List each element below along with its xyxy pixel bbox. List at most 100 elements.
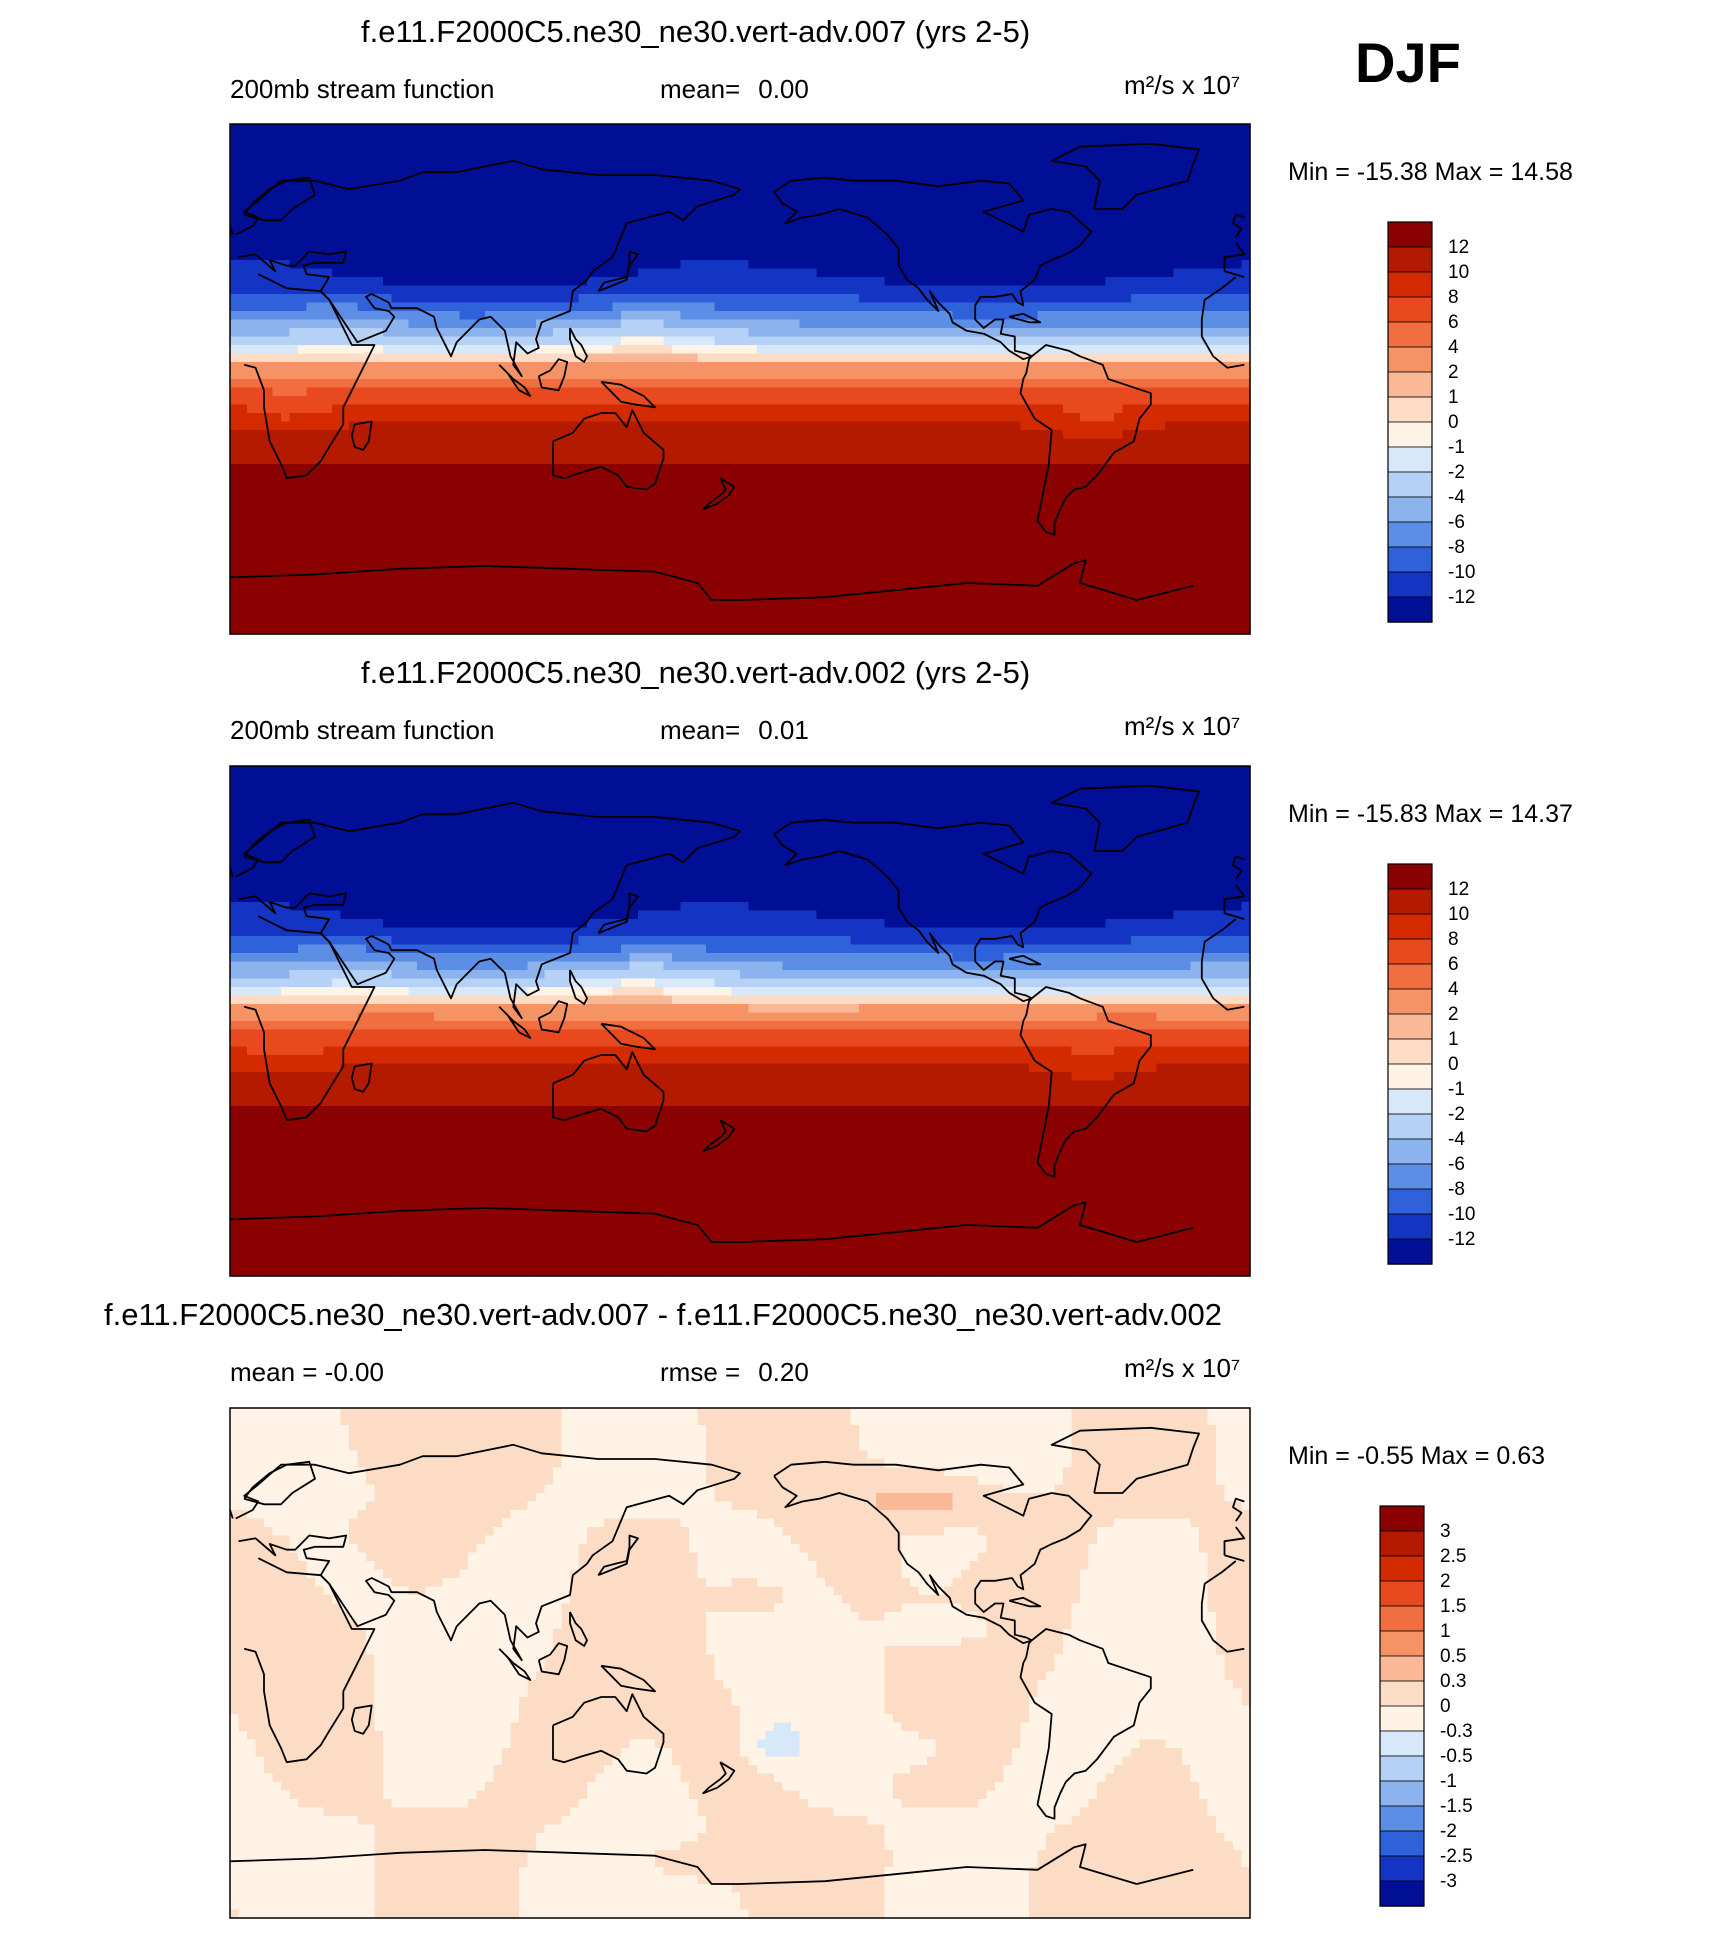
field-cell [1063, 404, 1073, 414]
field-cell [391, 166, 401, 176]
field-cell [1080, 311, 1090, 321]
field-cell [680, 132, 690, 142]
field-cell [1088, 226, 1098, 236]
field-cell [638, 175, 648, 185]
field-cell [1114, 362, 1124, 372]
field-cell [1003, 209, 1013, 219]
field-cell [765, 413, 775, 423]
field-cell [255, 319, 265, 329]
field-cell [638, 387, 648, 397]
field-cell [230, 141, 240, 151]
field-cell [510, 404, 520, 414]
field-cell [731, 455, 741, 465]
field-cell [425, 192, 435, 202]
field-cell [1156, 285, 1166, 295]
field-cell [1165, 209, 1175, 219]
field-cell [995, 260, 1005, 270]
field-cell [629, 183, 639, 193]
field-cell [400, 311, 410, 321]
field-cell [944, 268, 954, 278]
field-cell [1224, 226, 1234, 236]
field-cell [408, 319, 418, 329]
field-cell [969, 396, 979, 406]
field-cell [1037, 438, 1047, 448]
field-cell [272, 226, 282, 236]
field-cell [527, 124, 537, 134]
field-cell [901, 353, 911, 363]
field-cell [1097, 251, 1107, 261]
field-cell [238, 438, 248, 448]
field-cell [1224, 404, 1234, 414]
field-cell [578, 209, 588, 219]
field-cell [332, 387, 342, 397]
field-cell [349, 396, 359, 406]
field-cell [1156, 464, 1166, 474]
field-cell [298, 251, 308, 261]
field-cell [1063, 387, 1073, 397]
field-cell [587, 472, 597, 482]
field-cell [315, 277, 325, 287]
field-cell [884, 302, 894, 312]
field-cell [1097, 234, 1107, 244]
field-cell [927, 243, 937, 253]
field-cell [238, 166, 248, 176]
field-cell [646, 421, 656, 431]
field-cell [1199, 141, 1209, 151]
field-cell [544, 336, 554, 346]
field-cell [765, 149, 775, 159]
field-cell [621, 124, 631, 134]
field-cell [374, 251, 384, 261]
field-cell [502, 455, 512, 465]
field-cell [621, 209, 631, 219]
field-cell [782, 124, 792, 134]
field-cell [1003, 362, 1013, 372]
field-cell [510, 260, 520, 270]
field-cell [901, 455, 911, 465]
field-cell [425, 183, 435, 193]
field-cell [765, 226, 775, 236]
field-cell [757, 209, 767, 219]
field-cell [451, 353, 461, 363]
field-cell [349, 404, 359, 414]
field-cell [553, 404, 563, 414]
field-cell [1088, 421, 1098, 431]
field-cell [493, 379, 503, 389]
field-cell [910, 379, 920, 389]
field-cell [604, 183, 614, 193]
field-cell [867, 404, 877, 414]
field-cell [935, 311, 945, 321]
field-cell [1020, 175, 1030, 185]
field-cell [502, 472, 512, 482]
field-cell [417, 200, 427, 210]
field-cell [910, 200, 920, 210]
field-cell [723, 379, 733, 389]
field-cell [255, 464, 265, 474]
field-cell [1037, 183, 1047, 193]
field-cell [391, 217, 401, 227]
field-cell [595, 353, 605, 363]
field-cell [689, 200, 699, 210]
field-cell [850, 141, 860, 151]
field-cell [825, 132, 835, 142]
field-cell [281, 447, 291, 457]
field-cell [1071, 285, 1081, 295]
field-cell [1182, 421, 1192, 431]
field-cell [901, 421, 911, 431]
field-cell [1037, 285, 1047, 295]
field-cell [587, 319, 597, 329]
field-cell [493, 209, 503, 219]
field-cell [604, 260, 614, 270]
field-cell [986, 251, 996, 261]
field-cell [1199, 166, 1209, 176]
field-cell [374, 124, 384, 134]
field-cell [884, 464, 894, 474]
field-cell [298, 124, 308, 134]
field-cell [995, 149, 1005, 159]
field-cell [383, 404, 393, 414]
field-cell [961, 277, 971, 287]
field-cell [255, 166, 265, 176]
field-cell [536, 430, 546, 440]
field-cell [782, 370, 792, 380]
field-cell [1046, 362, 1056, 372]
field-cell [425, 472, 435, 482]
